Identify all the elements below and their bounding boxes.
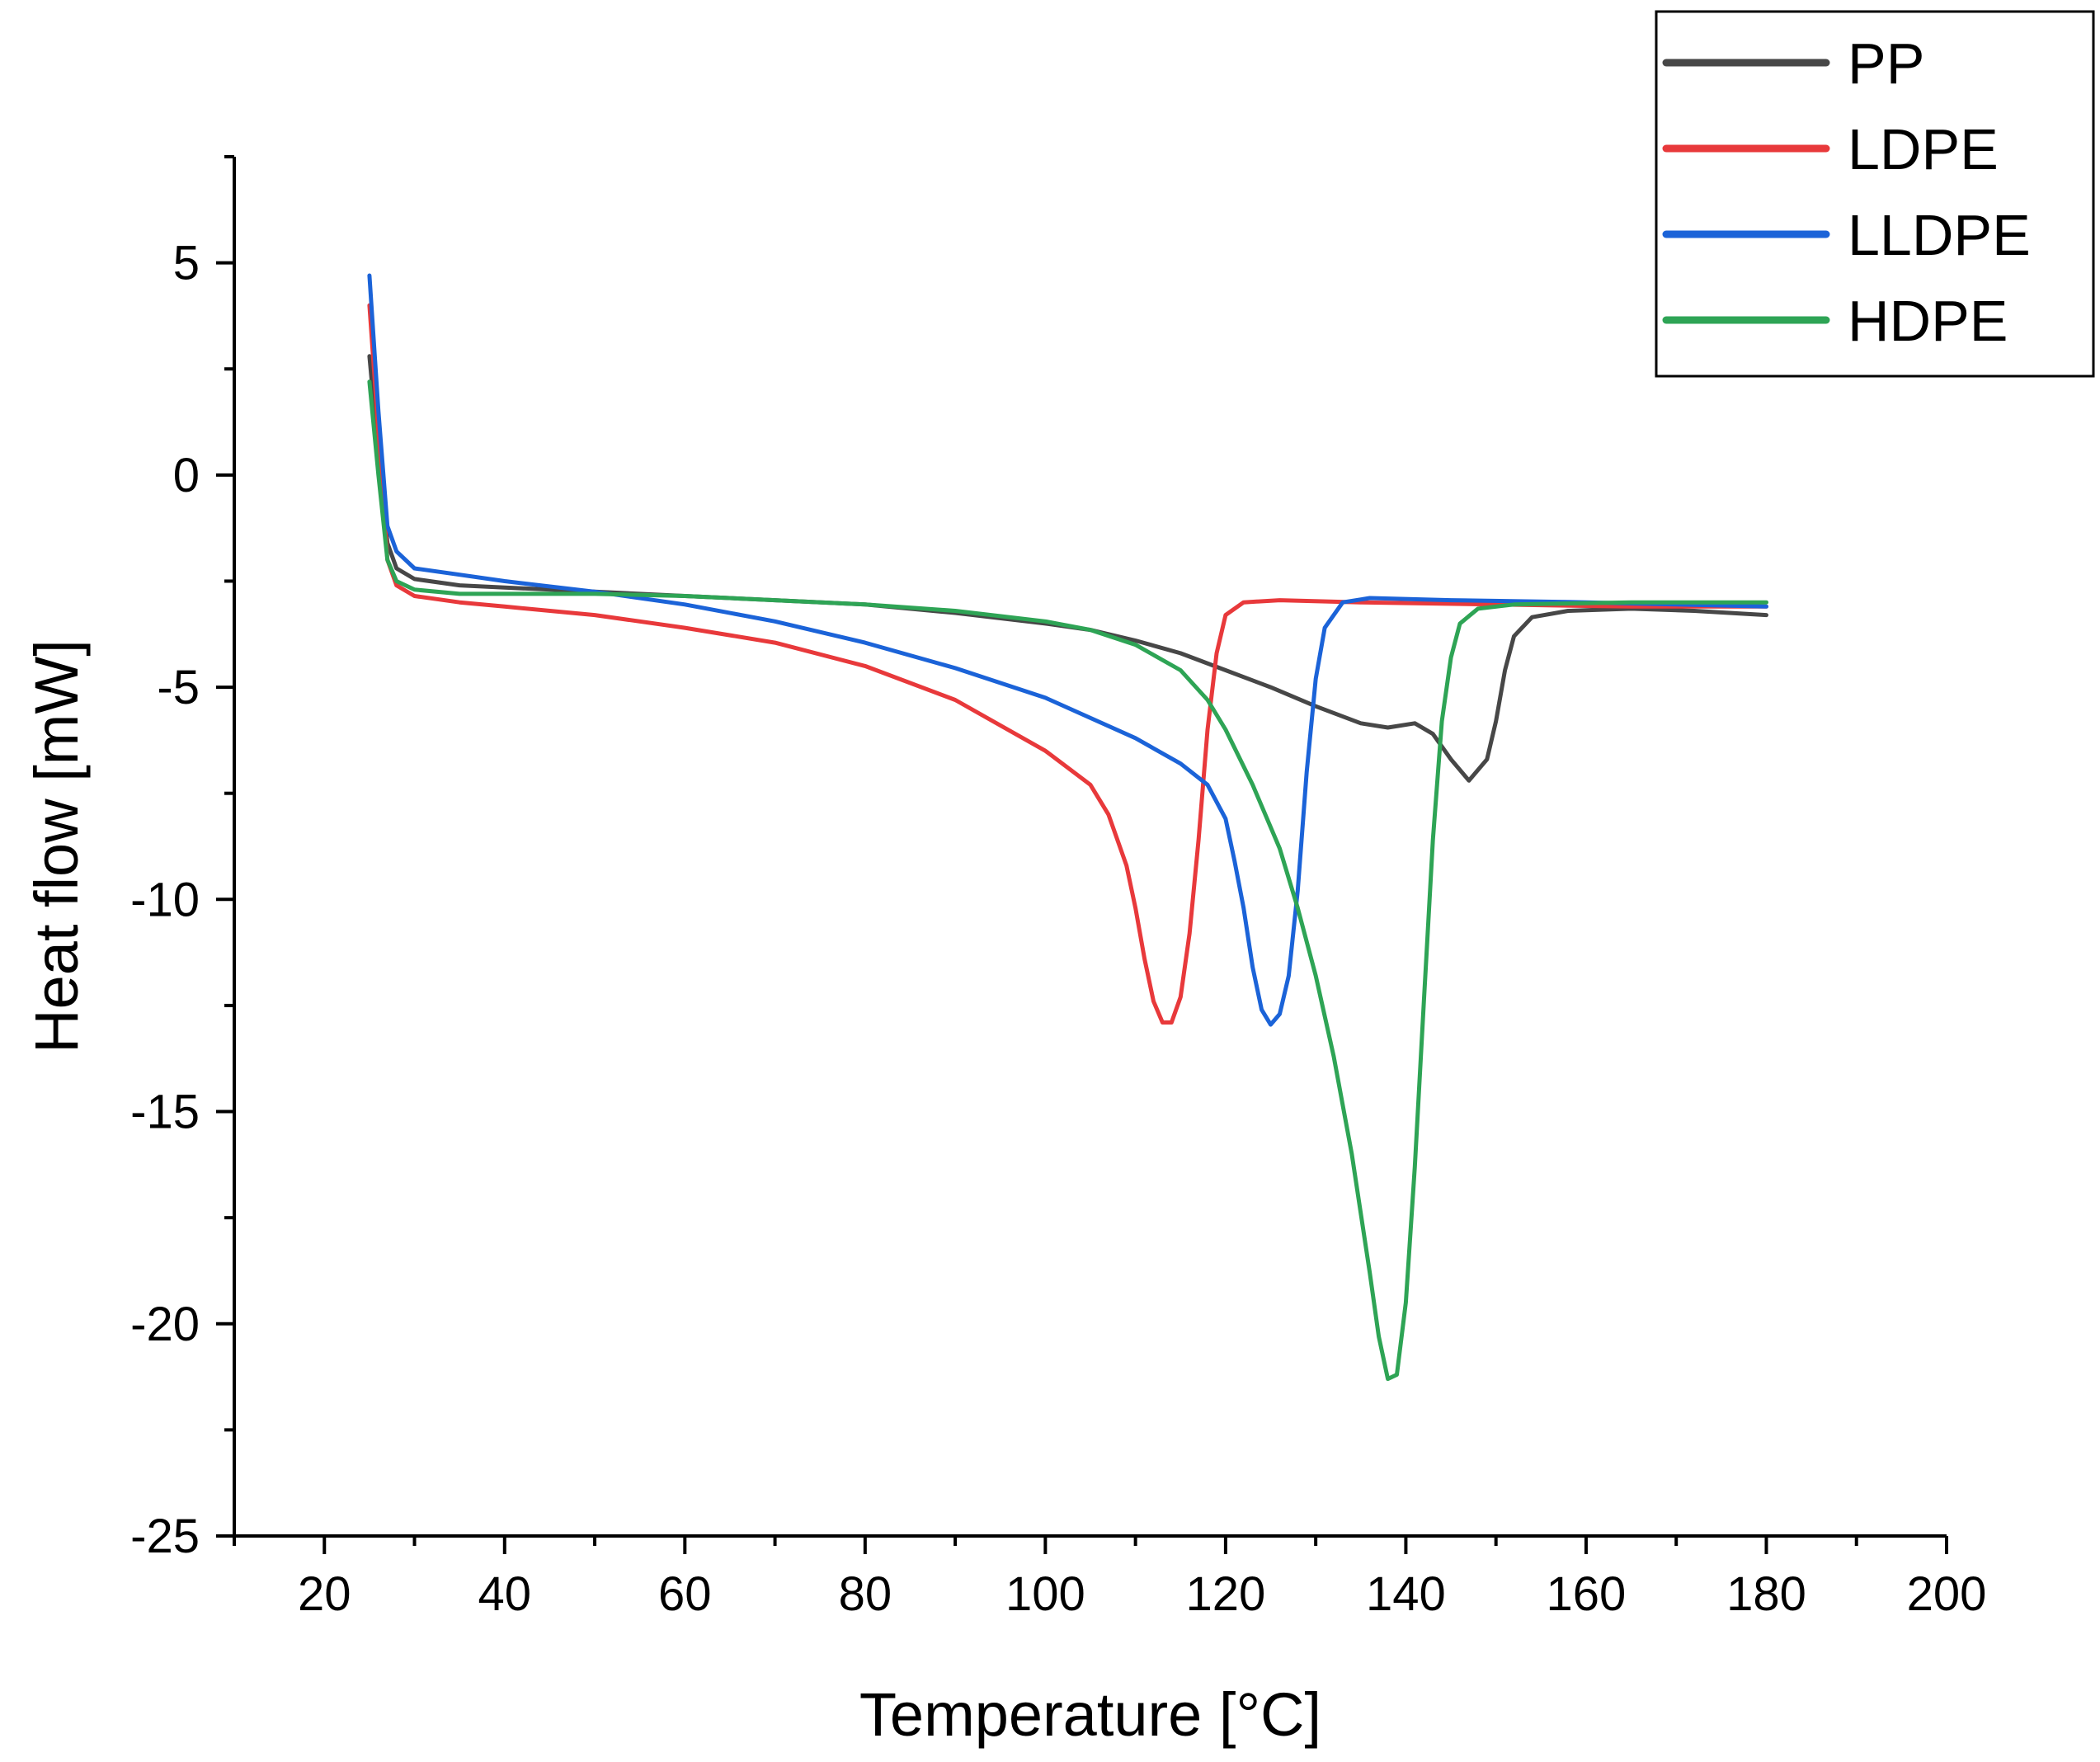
legend-label-hdpe: HDPE xyxy=(1848,289,2008,353)
x-tick-label: 100 xyxy=(1005,1567,1085,1621)
series-line-lldpe xyxy=(367,273,1768,1027)
series-layer xyxy=(367,273,1768,1382)
legend-label-pp: PP xyxy=(1848,31,1924,96)
x-tick-label: 140 xyxy=(1366,1567,1446,1621)
x-tick-label: 200 xyxy=(1907,1567,1987,1621)
x-tick-label: 40 xyxy=(478,1567,532,1621)
x-tick-label: 180 xyxy=(1726,1567,1806,1621)
series-line-pp xyxy=(367,354,1768,783)
y-ticks: 5 0 -5 -10 -15 -20 -25 xyxy=(130,155,234,1563)
legend-box xyxy=(1655,10,2095,378)
y-tick-label: -5 xyxy=(157,661,200,714)
y-tick-label: -15 xyxy=(130,1086,200,1139)
legend-label-lldpe: LLDPE xyxy=(1848,203,2031,267)
y-axis-title: Heat flow [mW] xyxy=(22,639,91,1053)
legend-label-ldpe: LDPE xyxy=(1848,117,1999,181)
x-ticks: 20 40 60 80 100 120 140 160 180 200 xyxy=(233,1536,1987,1621)
y-tick-label: 0 xyxy=(173,449,200,502)
y-tick-label: -20 xyxy=(130,1298,200,1351)
x-tick-label: 120 xyxy=(1186,1567,1266,1621)
legend: PP LDPE LLDPE HDPE xyxy=(1655,10,2095,378)
axes-layer xyxy=(233,157,1947,1538)
x-tick-label: 160 xyxy=(1547,1567,1627,1621)
x-axis-title: Temperature [°C] xyxy=(859,1680,1321,1749)
y-tick-label: 5 xyxy=(173,237,200,290)
y-tick-label: -25 xyxy=(130,1510,200,1563)
x-tick-label: 60 xyxy=(658,1567,712,1621)
series-line-ldpe xyxy=(367,303,1768,1025)
y-tick-label: -10 xyxy=(130,873,200,926)
x-tick-label: 20 xyxy=(298,1567,351,1621)
series-line-hdpe xyxy=(367,379,1768,1382)
x-tick-label: 80 xyxy=(839,1567,892,1621)
